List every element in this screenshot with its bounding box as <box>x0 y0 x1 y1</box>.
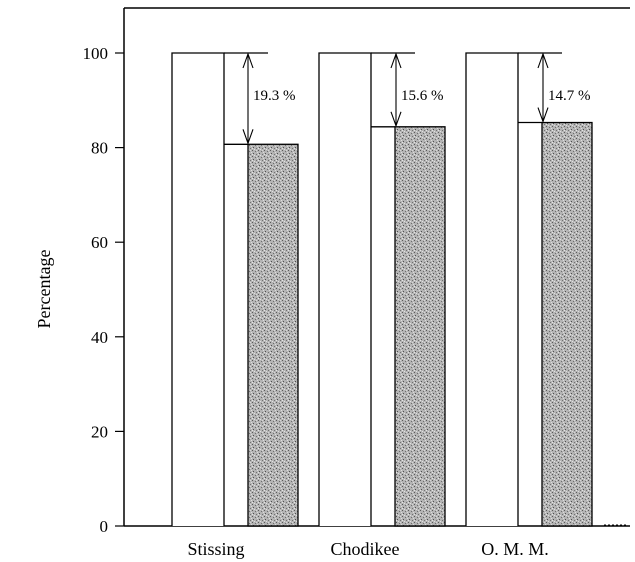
difference-arrow-head-down <box>537 107 549 124</box>
difference-arrow-head-up <box>242 52 254 69</box>
category-label: O. M. M. <box>481 539 549 559</box>
difference-arrow-head-down <box>242 129 254 145</box>
reference-bar-outline <box>465 52 519 526</box>
difference-label: 14.7 % <box>548 88 591 104</box>
y-tick-label: 40 <box>91 328 108 347</box>
difference-label: 15.6 % <box>401 88 444 104</box>
measured-bar-1 <box>247 143 299 527</box>
y-tick-label: 60 <box>91 233 108 252</box>
bars-group: 19.3 % 15.6 % 14.7 % <box>171 52 628 527</box>
y-tick-label: 100 <box>83 44 109 63</box>
category-label: Chodikee <box>331 539 400 559</box>
category-labels: Stissing Chodikee O. M. M. <box>187 539 548 559</box>
difference-label: 19.3 % <box>253 88 296 104</box>
reference-bar-3 <box>466 53 518 526</box>
reference-bar-2 <box>319 53 371 526</box>
y-tick-label: 20 <box>91 422 108 441</box>
measured-bar-2 <box>394 126 446 527</box>
category-label: Stissing <box>187 539 244 559</box>
difference-arrow-head-up <box>390 52 402 69</box>
reference-bar-outline <box>318 52 372 526</box>
reference-bar-outline <box>171 52 225 526</box>
y-tick-label: 80 <box>91 139 108 158</box>
difference-arrow-head-down <box>390 111 402 128</box>
measured-bar-3 <box>541 121 593 527</box>
y-axis-ticks: 0 20 40 60 80 100 <box>83 44 124 536</box>
y-tick-label: 0 <box>100 517 109 536</box>
reference-bar-1 <box>172 53 224 526</box>
difference-arrow-head-up <box>537 52 549 69</box>
y-axis-label: Percentage <box>34 250 54 329</box>
